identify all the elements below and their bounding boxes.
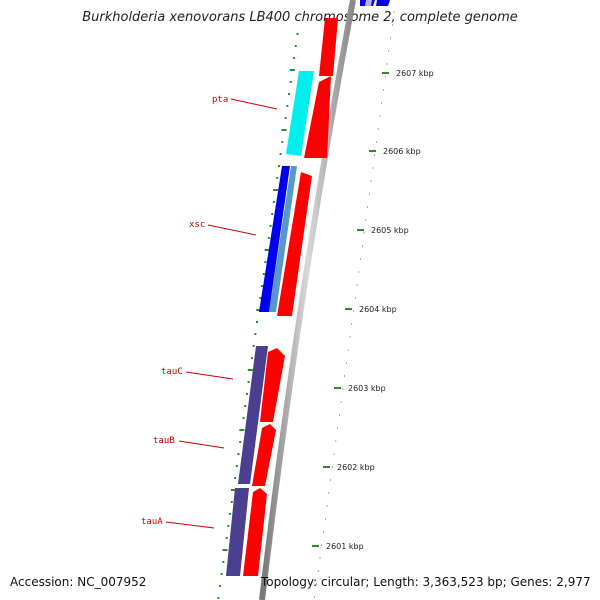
top-reverse-genes [360,0,390,6]
genome-summary-text: Topology: circular; Length: 3,363,523 bp… [261,575,591,589]
label-leader [207,224,257,236]
cds-xsc-inner [269,166,297,312]
gc-skew-track [314,11,395,598]
cds-tauA [226,488,249,576]
gene-label-tauA[interactable]: tauA [141,517,163,527]
cds-tauC [238,346,268,484]
gene-label-tauB[interactable]: tauB [153,436,175,446]
forward-cds-track [243,18,338,576]
cds-forward [260,348,285,422]
tick-label: 2605 kbp [371,226,409,235]
accession-text: Accession: NC_007952 [10,575,147,589]
gene-labels: pta xsc tauC tauB tauA [141,95,278,529]
tick-label: 2603 kbp [348,384,386,393]
kbp-ticks: 2601 kbp 2602 kbp 2603 kbp 2604 kbp 2605 kbp… [312,69,434,551]
label-leader [178,440,225,449]
reverse-cds-track [226,71,314,576]
gene-label-xsc[interactable]: xsc [189,220,205,230]
cds-forward [304,76,331,158]
cds-xsc [259,166,290,312]
cds-pta [286,71,314,156]
backbone [259,0,356,600]
cds-forward [319,18,338,76]
cds-forward [243,488,267,576]
tick-label: 2601 kbp [326,542,364,551]
label-leader [230,98,278,110]
label-leader [185,371,234,380]
tick-label: 2602 kbp [337,463,375,472]
tick-label: 2606 kbp [383,147,421,156]
map-title: Burkholderia xenovorans LB400 chromosome… [82,10,518,25]
tick-label: 2604 kbp [359,305,397,314]
cds-forward [252,424,276,486]
cds-forward [277,172,312,316]
gene-label-pta[interactable]: pta [212,95,228,105]
label-leader [165,521,215,529]
gene-label-tauC[interactable]: tauC [161,367,183,377]
tick-label: 2607 kbp [396,69,434,78]
